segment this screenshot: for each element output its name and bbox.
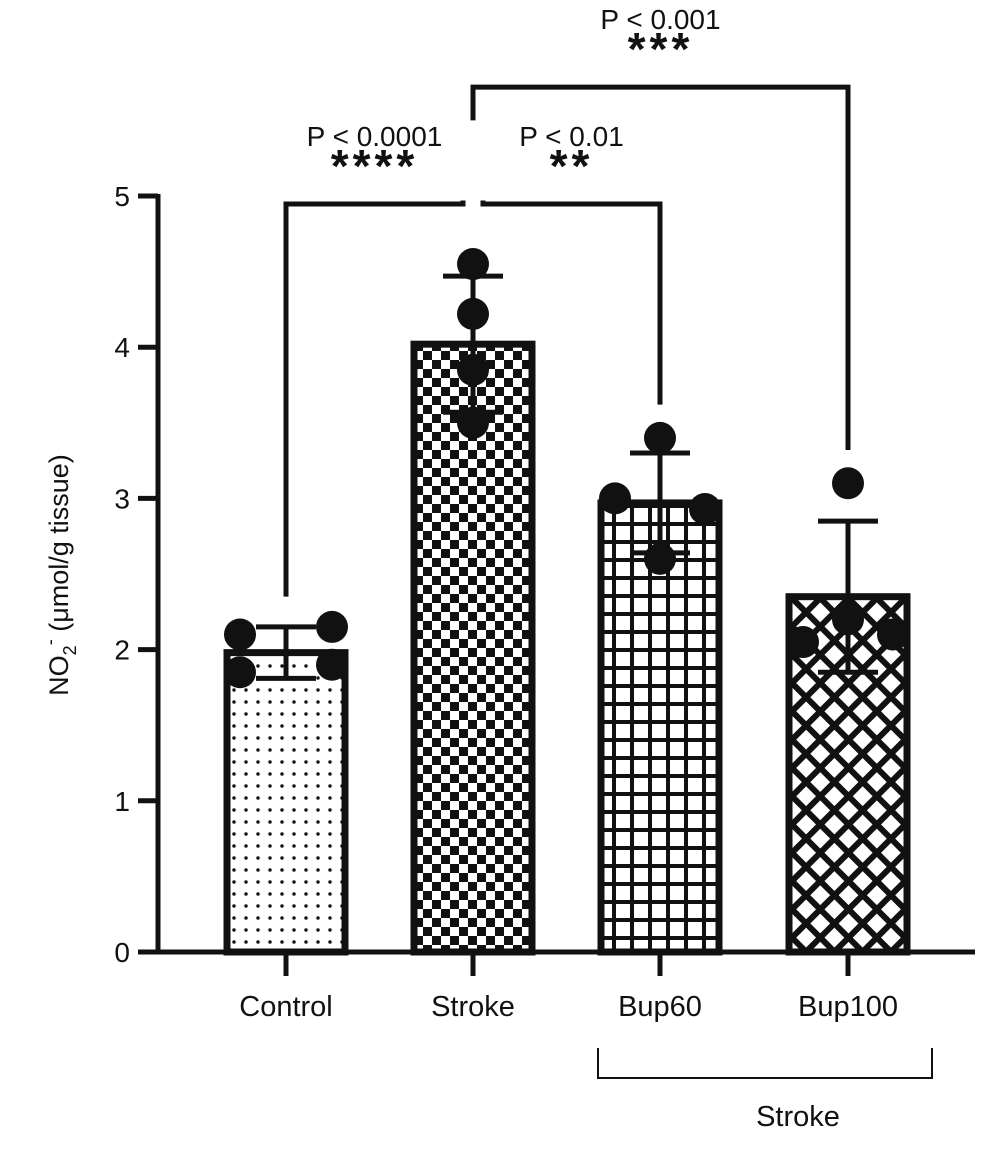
data-point-bup60-3 xyxy=(689,492,721,525)
data-point-bup100-2 xyxy=(832,603,864,636)
y-axis-label-rest: (μmol/g tissue) xyxy=(44,454,74,639)
p-value-label-control-vs-stroke: P < 0.0001 xyxy=(307,121,443,152)
y-tick-label-4: 4 xyxy=(114,332,130,363)
data-point-bup60-4 xyxy=(644,542,676,575)
y-axis-label-main: NO xyxy=(44,655,74,696)
y-axis-label-sub: 2 xyxy=(60,645,80,655)
y-tick-label-3: 3 xyxy=(114,483,130,514)
y-axis-label-sup: - xyxy=(40,639,60,645)
data-point-control-2 xyxy=(316,610,348,643)
significance-bracket-stroke-vs-bup60 xyxy=(480,200,663,405)
y-axis-label: NO2- (μmol/g tissue) xyxy=(40,454,80,696)
significance-stars-stroke-vs-bup60: ** xyxy=(550,140,594,192)
data-point-control-4 xyxy=(316,648,348,681)
data-point-bup100-3 xyxy=(877,618,909,651)
bar-control xyxy=(223,649,349,956)
p-value-label-stroke-vs-bup100: P < 0.001 xyxy=(600,4,720,35)
data-point-bup100-1 xyxy=(832,467,864,500)
y-tick-label-2: 2 xyxy=(114,635,130,666)
data-point-bup60-1 xyxy=(644,421,676,454)
data-point-stroke-2 xyxy=(457,297,489,330)
significance-bracket-stroke-vs-bup100 xyxy=(470,84,851,451)
significance-stars-stroke-vs-bup100: *** xyxy=(628,23,694,75)
x-tick-label-bup60: Bup60 xyxy=(618,991,702,1023)
group-bracket xyxy=(597,1048,933,1079)
data-point-stroke-1 xyxy=(457,248,489,281)
x-tick-label-stroke: Stroke xyxy=(431,991,515,1023)
data-point-control-1 xyxy=(224,618,256,651)
y-tick-label-5: 5 xyxy=(114,181,130,212)
y-tick-label-1: 1 xyxy=(114,786,130,817)
data-point-bup60-2 xyxy=(599,482,631,515)
svg-text:NO2- (μmol/g tissue): NO2- (μmol/g tissue) xyxy=(40,454,80,696)
data-point-stroke-3 xyxy=(457,353,489,386)
y-tick-label-0: 0 xyxy=(114,937,130,968)
x-tick-label-control: Control xyxy=(239,991,333,1023)
data-point-stroke-4 xyxy=(457,406,489,439)
group-label: Stroke xyxy=(756,1101,840,1133)
data-point-control-3 xyxy=(224,656,256,689)
significance-bracket-control-vs-stroke xyxy=(283,200,466,597)
p-value-label-stroke-vs-bup60: P < 0.01 xyxy=(519,121,624,152)
significance-stars-control-vs-stroke: **** xyxy=(331,140,419,192)
x-tick-label-bup100: Bup100 xyxy=(798,991,898,1023)
data-point-bup100-4 xyxy=(787,626,819,659)
